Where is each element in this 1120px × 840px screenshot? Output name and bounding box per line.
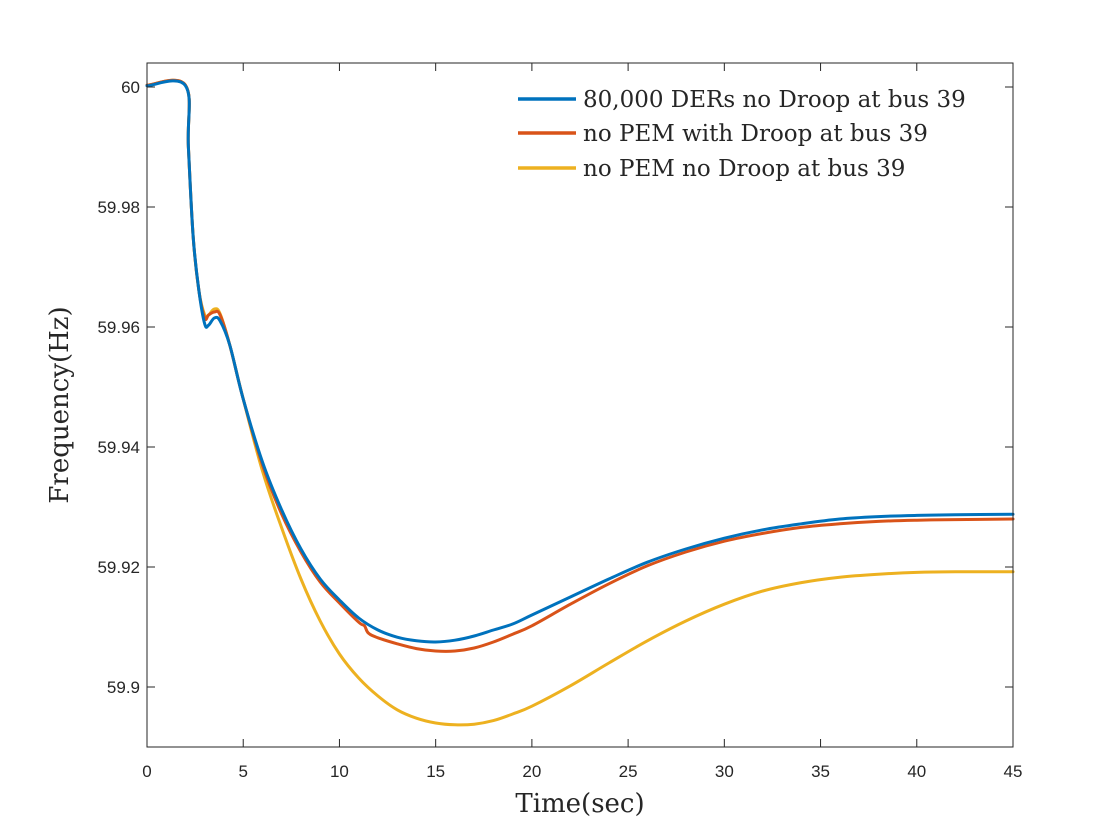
- y-tick-label: 59.96: [97, 318, 140, 337]
- series-line-ders-no-droop: [145, 79, 1015, 644]
- x-tick-label: 35: [811, 762, 830, 781]
- series-layer: [145, 78, 1015, 727]
- tick-labels-layer: 0 5 10 15 20 25 30 35 40 45 59.9 59.92 59.94 59.96 59.…: [97, 78, 1022, 781]
- x-axis-title: Time(sec): [515, 789, 644, 819]
- axes-box: [146, 62, 1014, 748]
- x-tick-label: 0: [142, 762, 151, 781]
- y-tick-label: 59.98: [97, 198, 140, 217]
- y-tick-label: 59.9: [107, 678, 140, 697]
- y-tick-label: 59.92: [97, 558, 140, 577]
- y-tick-label: 60: [121, 78, 140, 97]
- series-line-no-pem-with-droop: [145, 78, 1015, 653]
- x-tick-label: 10: [330, 762, 349, 781]
- legend-label-ders-no-droop: 80,000 DERs no Droop at bus 39: [583, 87, 966, 113]
- x-tick-label: 5: [238, 762, 247, 781]
- legend-label-no-pem-with-droop: no PEM with Droop at bus 39: [583, 121, 928, 147]
- x-tick-label: 45: [1004, 762, 1023, 781]
- x-tick-label: 25: [619, 762, 638, 781]
- x-tick-label: 40: [907, 762, 926, 781]
- y-tick-label: 59.94: [97, 438, 140, 457]
- x-tick-label: 20: [522, 762, 541, 781]
- x-tick-label: 30: [715, 762, 734, 781]
- y-axis-title: Frequency(Hz): [45, 306, 75, 503]
- x-tick-label: 15: [426, 762, 445, 781]
- ticks-layer: [146, 63, 1014, 747]
- legend-label-no-pem-no-droop: no PEM no Droop at bus 39: [583, 156, 905, 182]
- legend: 80,000 DERs no Droop at bus 39 no PEM wi…: [518, 87, 966, 182]
- plot-area: [147, 63, 1013, 747]
